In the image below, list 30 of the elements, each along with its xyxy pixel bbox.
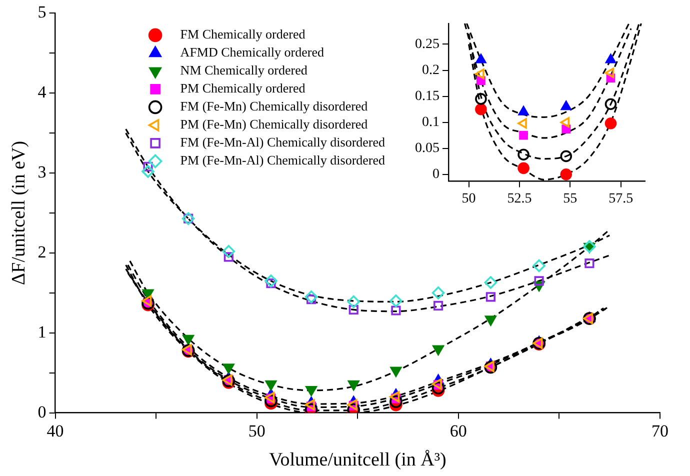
- y-tick-label: 0.2: [422, 62, 440, 78]
- legend-label: FM (Fe-Mn) Chemically disordered: [180, 98, 368, 114]
- legend-label: PM (Fe-Mn) Chemically disordered: [180, 116, 368, 132]
- x-tick-label: 57.5: [608, 191, 634, 206]
- y-tick-label: 0: [38, 402, 46, 422]
- x-tick-label: 50: [248, 421, 266, 440]
- y-tick-label: 3: [38, 162, 46, 182]
- x-tick-label: 52.5: [507, 191, 532, 206]
- legend-label: PM Chemically ordered: [180, 80, 306, 96]
- x-axis-title: Volume/unitcell (in Å³): [268, 450, 446, 471]
- legend-label: PM (Fe-Mn-Al) Chemically disordered: [180, 152, 386, 168]
- x-tick-label: 40: [46, 421, 64, 440]
- x-tick-label: 55: [563, 191, 578, 206]
- x-tick-label: 70: [652, 421, 668, 440]
- legend-label: FM Chemically ordered: [180, 26, 306, 42]
- y-tick-label: 0.25: [415, 36, 440, 52]
- legend-label: NM Chemically ordered: [180, 62, 308, 78]
- y-tick-label: 0.1: [422, 115, 440, 130]
- y-axis-title: ΔF/unitcell (in eV): [8, 140, 30, 286]
- y-tick-label: 1: [38, 322, 46, 342]
- y-tick-label: 0.15: [415, 88, 440, 104]
- y-tick-label: 4: [38, 82, 47, 102]
- x-tick-label: 50: [462, 191, 476, 206]
- y-tick-label: 0: [432, 167, 440, 182]
- y-tick-label: 2: [38, 242, 46, 262]
- x-tick-label: 60: [450, 421, 467, 440]
- legend-label: FM (Fe-Mn-Al) Chemically disordered: [180, 134, 386, 150]
- y-tick-label: 0.05: [415, 141, 440, 156]
- legend-label: AFMD Chemically ordered: [180, 44, 324, 60]
- y-tick-label: 5: [38, 2, 46, 22]
